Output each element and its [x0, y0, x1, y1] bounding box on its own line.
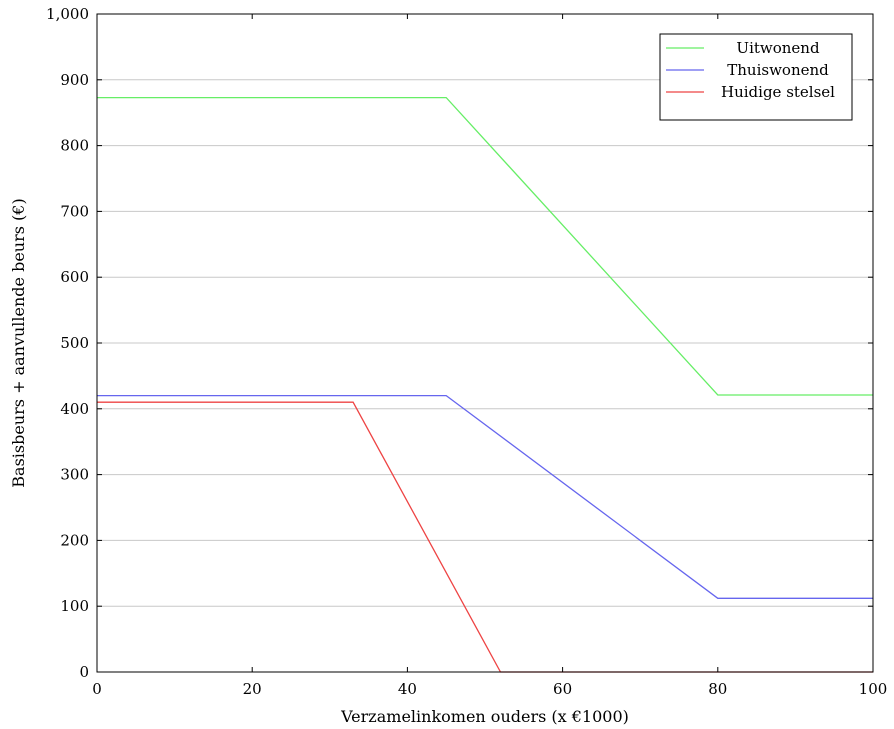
series-layer: [97, 96, 873, 673]
series-line-thuiswonend: [97, 394, 873, 599]
x-tick-label: 0: [92, 680, 102, 698]
y-tick-label: 400: [60, 400, 89, 418]
x-tick-label: 100: [859, 680, 888, 698]
y-axis-title: Basisbeurs + aanvullende beurs (€): [9, 198, 28, 487]
x-tick-label: 80: [708, 680, 727, 698]
y-tick-label: 800: [60, 137, 89, 155]
y-tick-label: 700: [60, 202, 89, 220]
grid-lines: [97, 79, 873, 607]
y-tick-label: 300: [60, 466, 89, 484]
y-tick-label: 1,000: [46, 5, 89, 23]
legend: Uitwonend Thuiswonend Huidige stelsel: [659, 33, 853, 121]
y-tick-label: 200: [60, 531, 89, 549]
y-tick-label: 900: [60, 71, 89, 89]
series-line-huidige-stelsel: [97, 401, 873, 673]
legend-label-uitwonend: Uitwonend: [736, 39, 820, 57]
legend-label-thuiswonend: Thuiswonend: [727, 61, 829, 79]
x-axis-title: Verzamelinkomen ouders (x €1000): [340, 707, 629, 726]
y-tick-label: 500: [60, 334, 89, 352]
y-tick-label: 0: [79, 663, 89, 681]
series-line-uitwonend: [97, 96, 873, 396]
axis-ticks: 0 100 200 300 400 500 600 700 800 900 1,000 0 20 40 60…: [46, 5, 887, 698]
y-tick-label: 100: [60, 597, 89, 615]
legend-label-huidige-stelsel: Huidige stelsel: [721, 83, 835, 101]
x-tick-label: 40: [398, 680, 417, 698]
y-tick-label: 600: [60, 268, 89, 286]
x-tick-label: 20: [243, 680, 262, 698]
x-tick-label: 60: [553, 680, 572, 698]
